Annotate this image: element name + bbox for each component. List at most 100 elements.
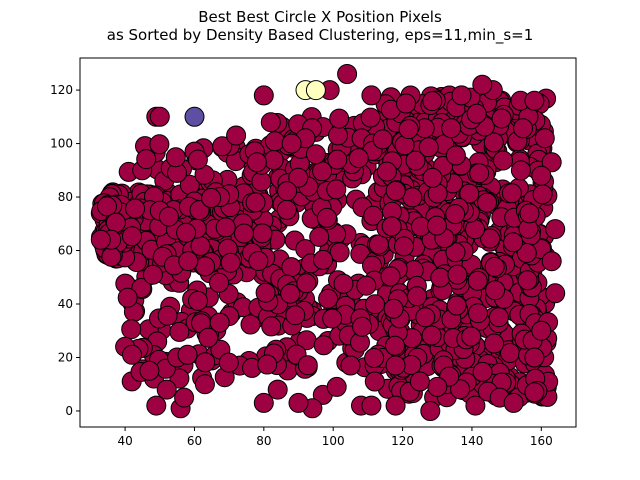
x-tick-label: 40 [117,434,132,448]
scatter-point-cluster-0 [327,149,348,170]
scatter-point-cluster-0 [380,266,401,287]
scatter-point-cluster-0 [296,273,317,294]
scatter-point-cluster-0 [483,132,504,153]
scatter-point-cluster-0 [488,307,509,328]
scatter-point-cluster-0 [348,148,369,169]
scatter-point-cluster-0 [253,392,274,413]
scatter-point-cluster-0 [234,223,254,244]
scatter-point-cluster-0 [156,379,177,400]
scatter-point-cluster-0 [385,395,406,416]
scatter-point-cluster-0 [288,392,309,413]
scatter-point-cluster-0 [297,355,318,376]
scatter-point-cluster-0 [176,222,197,243]
scatter-point-cluster-0 [396,93,416,114]
y-tick-label: 80 [58,190,73,204]
scatter-point-cluster-0 [524,90,545,111]
scatter-point-cluster-0 [467,270,488,291]
scatter-point-cluster-0 [248,251,269,271]
scatter-point-cluster-0 [260,112,281,133]
plot-frame [79,57,577,428]
scatter-point-cluster-0 [361,85,382,106]
scatter-point-cluster-0 [169,368,190,389]
scatter-point-cluster-0 [524,347,545,368]
scatter-point-cluster-0 [157,305,178,326]
scatter-point-cluster-0 [146,395,167,416]
scatter-point-cluster-0 [421,325,442,346]
scatter-point-cluster-0 [90,229,111,250]
scatter-point-cluster-0 [261,316,282,337]
scatter-point-cluster-0 [372,129,393,150]
scatter-point-cluster-0 [218,352,239,373]
scatter-point-cluster-0 [480,228,501,249]
scatter-point-cluster-0 [501,183,522,204]
scatter-point-cluster-0 [255,282,276,303]
scatter-point-cluster-0 [534,128,555,149]
scatter-point-cluster-0 [263,150,284,170]
scatter-point-cluster-0 [430,267,451,288]
scatter-point-cluster-0 [246,152,267,173]
scatter-point-cluster-0 [469,163,490,184]
scatter-point-cluster-0 [136,149,157,170]
scatter-point-cluster-0 [267,379,288,400]
scatter-point-cluster-0 [169,321,190,342]
scatter-point-cluster-0 [195,352,216,373]
scatter-point-cluster-0 [541,152,562,173]
y-tick-label: 0 [65,404,73,418]
scatter-point-cluster-0 [493,150,513,171]
scatter-point-cluster-1 [184,106,205,127]
scatter-point-cluster-0 [305,144,326,165]
scatter-point-cluster-0 [385,335,405,356]
scatter-point-cluster-0 [326,179,347,200]
scatter-point-cluster-0 [149,106,170,127]
scatter-point-cluster-0 [313,249,333,270]
scatter-point-cluster-0 [420,401,441,421]
scatter-point-cluster-0 [519,203,540,224]
scatter-point-cluster-0 [322,308,343,329]
scatter-point-cluster-0 [426,215,447,236]
scatter-point-cluster-0 [131,278,152,298]
scatter-point-cluster-0 [422,91,443,112]
scatter-point-cluster-0 [281,257,302,278]
scatter-point-cluster-0 [276,199,297,220]
scatter-point-cluster-0 [361,395,382,416]
scatter-point-cluster-0 [445,242,466,263]
scatter-point-cluster-0 [288,167,309,188]
scatter-point-cluster-0 [165,147,186,168]
scatter-point-cluster-0 [264,131,285,152]
scatter-point-cluster-0 [121,319,142,340]
scatter-point-cluster-0 [139,360,160,381]
scatter-point-cluster-0 [209,312,230,333]
scatter-point-cluster-0 [531,320,552,341]
scatter-point-cluster-0 [465,219,485,240]
scatter-point-cluster-0 [405,150,426,171]
scatter-point-cluster-0 [466,103,487,124]
x-tick-label: 160 [530,434,553,448]
scatter-point-cluster-0 [402,187,423,208]
scatter-point-cluster-0 [368,234,389,255]
y-axis: 0 20 40 60 80 100 120 [50,83,80,418]
scatter-point-cluster-0 [510,160,531,181]
scatter-point-cluster-0 [252,223,273,244]
scatter-point-cluster-0 [445,204,466,225]
scatter-point-cluster-0 [337,64,358,84]
scatter-point-cluster-0 [251,171,272,192]
scatter-point-cluster-0 [541,251,562,272]
scatter-point-cluster-0 [329,242,350,263]
scatter-point-cluster-0 [209,272,229,293]
y-tick-label: 60 [58,244,73,258]
chart-title-line-1: Best Best Circle X Position Pixels [198,8,442,26]
y-tick-label: 100 [50,137,73,151]
scatter-point-cluster-0 [524,382,545,403]
scatter-point-cluster-0 [441,118,462,139]
scatter-point-cluster-0 [318,288,339,309]
scatter-point-cluster-0 [532,184,553,205]
scatter-point-cluster-0 [503,392,524,413]
scatter-point-cluster-0 [513,118,533,139]
scatter-point-cluster-0 [158,206,179,227]
scatter-point-cluster-0 [385,180,406,201]
scatter-point-cluster-0 [398,119,419,140]
scatter-point-cluster-0 [190,236,211,256]
scatter-point-cluster-0 [385,355,406,376]
scatter-point-cluster-0 [407,286,427,307]
scatter-point-cluster-0 [545,219,566,240]
